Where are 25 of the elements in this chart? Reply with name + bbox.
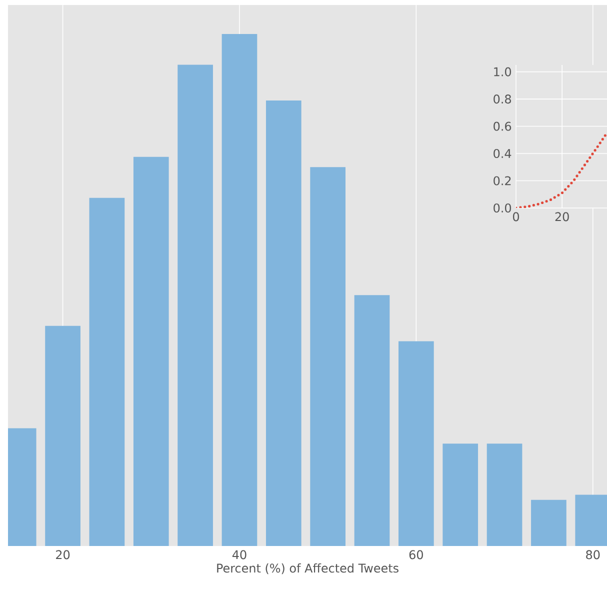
x-tick-label: 40 (232, 550, 246, 560)
bar (222, 34, 258, 546)
x-tick-label: 20 (555, 212, 569, 222)
y-tick-label: 1.0 (494, 67, 512, 76)
x-axis-title: Percent (%) of Affected Tweets (217, 563, 398, 574)
bar (45, 326, 80, 546)
bar (133, 156, 169, 546)
bar (89, 198, 125, 546)
bar (531, 500, 566, 546)
x-tick-label: 80 (586, 550, 600, 560)
bar (266, 100, 302, 546)
y-tick-label: 0.4 (494, 148, 512, 158)
x-tick-label: 0 (512, 212, 520, 222)
x-tick-label: 60 (409, 550, 423, 560)
bar (442, 444, 478, 546)
y-tick-label: 0.2 (494, 176, 511, 186)
y-tick-label: 0.6 (494, 122, 512, 131)
bar (486, 444, 522, 546)
bar (178, 64, 213, 546)
bar (354, 295, 390, 546)
y-tick-label: 0.0 (494, 203, 512, 213)
x-tick-label: 20 (56, 550, 70, 560)
bar (310, 167, 346, 546)
y-tick-label: 0.8 (494, 94, 511, 104)
bar (398, 341, 434, 546)
